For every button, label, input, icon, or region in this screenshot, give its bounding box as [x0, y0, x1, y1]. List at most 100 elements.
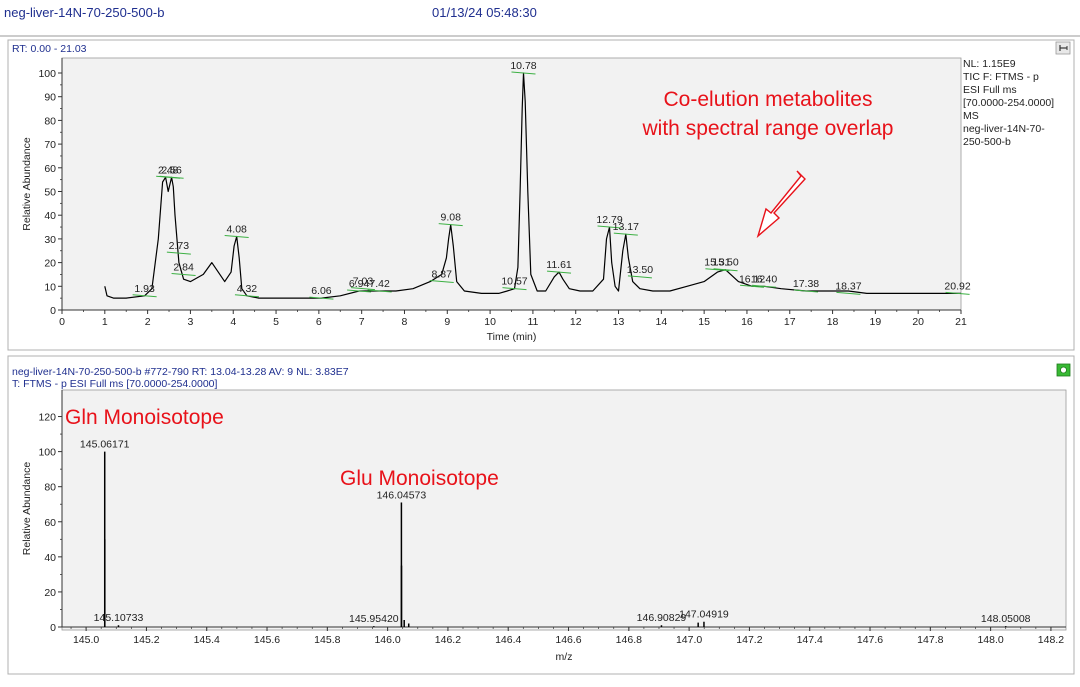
spectrum-peak-label: 146.04573: [377, 489, 427, 501]
side-info-line: neg-liver-14N-70-: [963, 123, 1045, 135]
pin-icon[interactable]: [1055, 41, 1071, 55]
peak-marker: [836, 291, 861, 295]
x-tick-label: 146.8: [616, 634, 642, 646]
peak-label: 11.61: [546, 259, 572, 271]
y-tick-label: 100: [38, 447, 56, 459]
side-info-block: NL: 1.15E9 TIC F: FTMS - p ESI Full ms […: [963, 58, 1054, 148]
y-tick-label: 60: [44, 163, 56, 175]
peak-label: 6.06: [311, 285, 332, 297]
green-status-icon[interactable]: [1056, 363, 1071, 377]
peak-label: 15.31: [704, 257, 730, 269]
x-tick-label: 13: [613, 316, 625, 328]
x-tick-label: 4: [230, 316, 236, 328]
peak-marker: [159, 175, 184, 179]
peak-marker: [502, 287, 527, 291]
y-axis-label: Relative Abundance: [21, 462, 33, 556]
x-tick-label: 145.2: [133, 634, 159, 646]
y-tick-label: 100: [38, 68, 56, 80]
peak-label: 2.48: [158, 164, 179, 176]
y-tick-label: 0: [50, 305, 56, 317]
peak-marker: [224, 235, 249, 239]
peak-marker: [740, 284, 765, 288]
glu-annotation: Glu Monoisotope: [340, 467, 499, 490]
y-tick-label: 50: [44, 187, 56, 199]
peak-marker: [438, 223, 463, 227]
peak-marker: [597, 225, 622, 229]
peak-label: 7.42: [369, 278, 390, 290]
y-tick-label: 0: [50, 622, 56, 634]
peak-label: 15.50: [712, 257, 738, 269]
peak-marker: [234, 294, 259, 298]
peak-label: 16.12: [739, 273, 765, 285]
peak-label: 16.40: [751, 273, 777, 285]
x-tick-label: 10: [484, 316, 496, 328]
gln-annotation: Gln Monoisotope: [65, 406, 224, 429]
peak-marker: [367, 289, 392, 293]
x-tick-label: 147.8: [917, 634, 943, 646]
peak-label: 20.92: [944, 280, 970, 292]
peak-label: 13.50: [627, 264, 653, 276]
x-axis-label: Time (min): [487, 331, 537, 343]
y-tick-label: 80: [44, 482, 56, 494]
x-tick-label: 9: [444, 316, 450, 328]
peak-label: 13.17: [613, 221, 639, 233]
x-tick-label: 145.4: [194, 634, 220, 646]
spectrum-peak-label: 145.95420: [349, 613, 399, 625]
coelution-annotation-line1: Co-elution metabolites: [664, 88, 873, 111]
peak-marker: [166, 251, 191, 255]
header-file-name: neg-liver-14N-70-250-500-b: [4, 5, 164, 20]
x-tick-label: 5: [273, 316, 279, 328]
spectrum-chart: 145.0 145.2 145.4 145.6 145.8 146.0 146.2 146.4…: [21, 390, 1066, 663]
peak-marker: [350, 287, 375, 291]
x-tick-label: 146.6: [555, 634, 581, 646]
peak-label: 8.87: [432, 269, 453, 281]
peak-label: 18.37: [835, 280, 861, 292]
coelution-annotation-line2: with spectral range overlap: [642, 117, 894, 140]
x-tick-label: 6: [316, 316, 322, 328]
scan-info-line: neg-liver-14N-70-250-500-b #772-790 RT: …: [12, 366, 349, 378]
y-tick-label: 120: [38, 412, 56, 424]
x-tick-label: 11: [527, 316, 538, 328]
peak-marker: [546, 270, 572, 274]
peak-label: 2.73: [169, 240, 190, 252]
x-tick-label: 147.4: [797, 634, 823, 646]
peak-label: 12.79: [596, 214, 622, 226]
peak-marker: [613, 232, 638, 236]
x-tick-label: 148.0: [977, 634, 1003, 646]
chromatogram-chart: 0 1 2 3 4 5 6 7 8 9 10 11 12 13 14 15 16 17 18 19 20 21010203…: [21, 58, 971, 343]
y-tick-label: 40: [44, 552, 56, 564]
header-bar: [0, 0, 1080, 36]
peak-marker: [752, 284, 777, 288]
side-info-line: NL: 1.15E9: [963, 58, 1016, 70]
x-tick-label: 147.2: [736, 634, 762, 646]
x-tick-label: 8: [402, 316, 408, 328]
y-tick-label: 40: [44, 210, 56, 222]
peak-label: 10.78: [510, 60, 536, 72]
peak-marker: [309, 296, 334, 300]
spectrum-peak-label: 148.05008: [981, 613, 1031, 625]
y-tick-label: 60: [44, 517, 56, 529]
spectrum-plot-area: [61, 389, 1067, 631]
x-tick-label: 1: [102, 316, 108, 328]
peak-marker: [713, 268, 738, 272]
x-axis-label: m/z: [556, 651, 573, 663]
x-tick-label: 19: [870, 316, 882, 328]
x-tick-label: 147.0: [676, 634, 702, 646]
x-tick-label: 14: [655, 316, 667, 328]
x-tick-label: 3: [188, 316, 194, 328]
rt-range-label: RT: 0.00 - 21.03: [12, 43, 87, 55]
peak-marker: [132, 294, 157, 298]
filter-info-line: T: FTMS - p ESI Full ms [70.0000-254.000…: [12, 378, 218, 390]
y-tick-label: 90: [44, 92, 56, 104]
y-tick-label: 30: [44, 234, 56, 246]
spectrum-peak-label: 146.90829: [637, 612, 687, 624]
y-tick-label: 20: [44, 258, 56, 270]
header-datetime: 01/13/24 05:48:30: [432, 5, 537, 20]
peak-label: 2.84: [173, 261, 194, 273]
x-tick-label: 17: [784, 316, 796, 328]
chromatogram-trace: [104, 72, 961, 299]
peak-label: 4.32: [237, 283, 258, 295]
y-tick-label: 70: [44, 139, 56, 151]
peak-label: 10.57: [501, 276, 527, 288]
